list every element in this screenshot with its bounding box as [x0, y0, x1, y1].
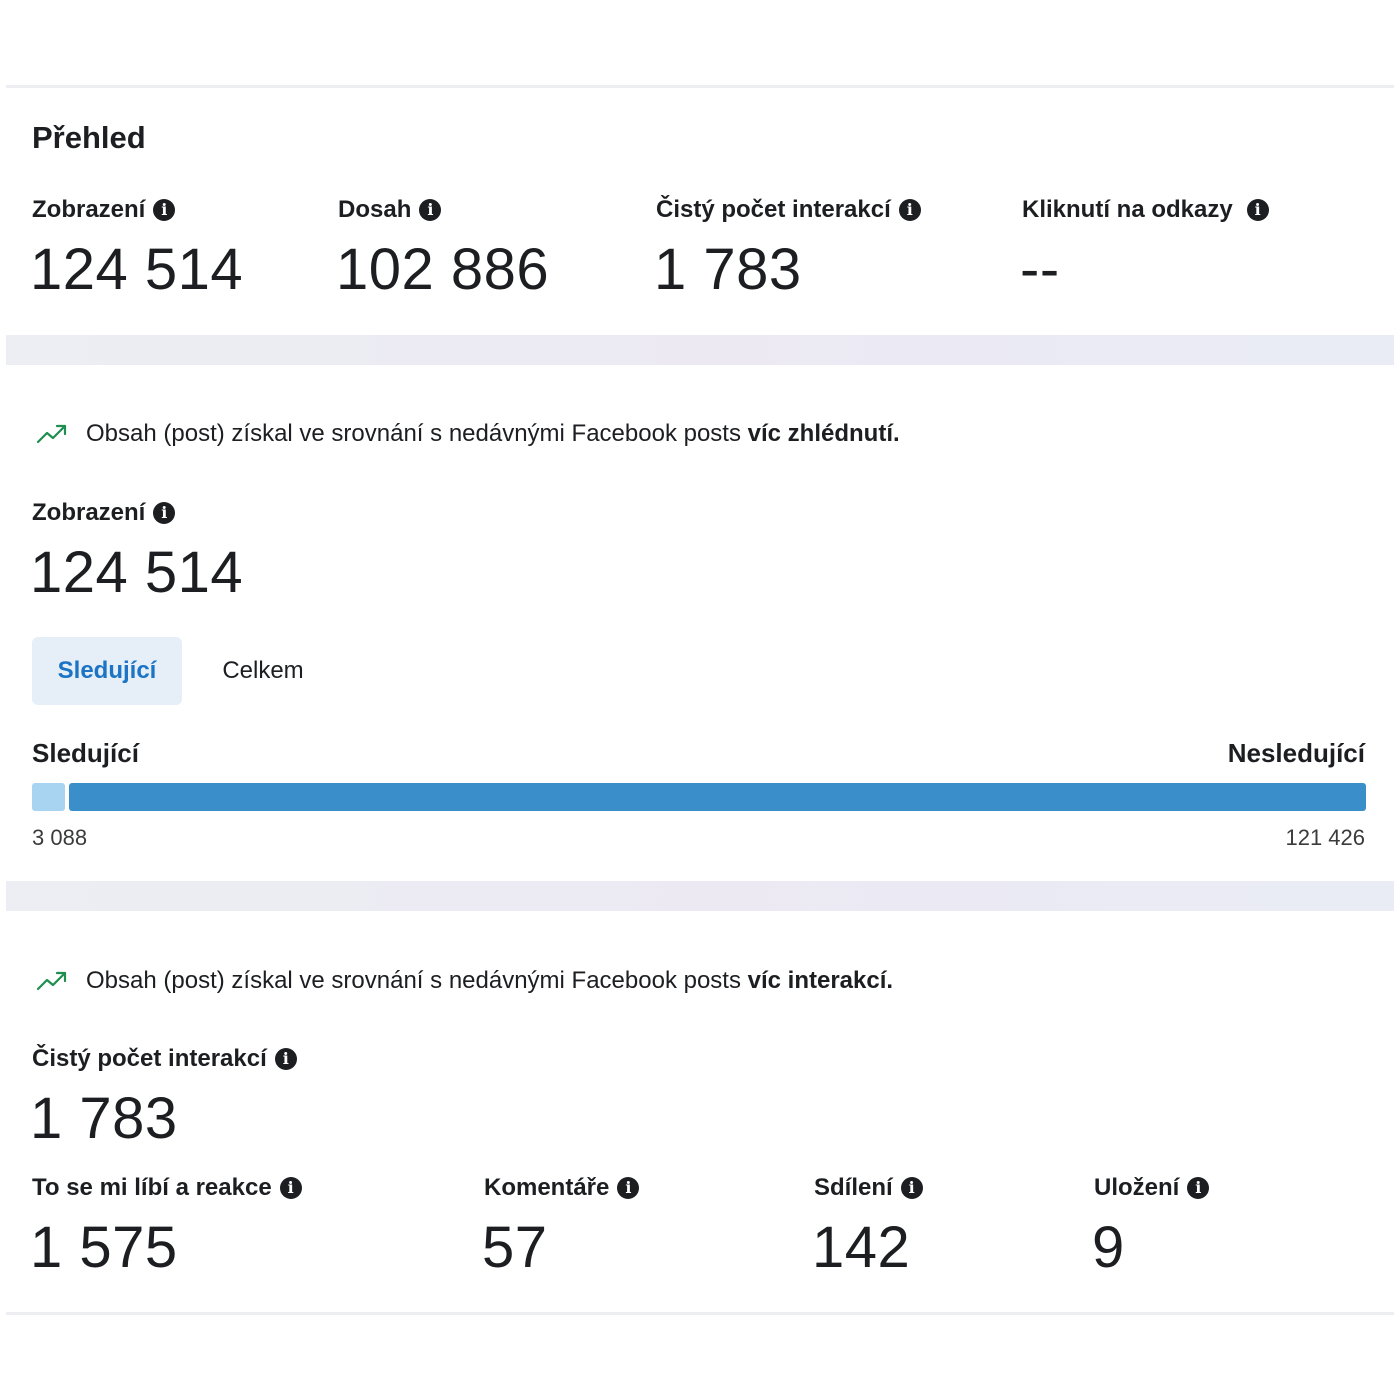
metric-value-net-interactions: 1 783	[654, 237, 802, 302]
interactions-label: Čistý počet interakcí i	[32, 1045, 297, 1073]
info-icon[interactable]: i	[617, 1177, 640, 1199]
bar-right-label: Nesledující	[1227, 738, 1365, 768]
metric-value-saves: 9	[1092, 1215, 1125, 1280]
interactions-value: 1 783	[30, 1086, 178, 1151]
metric-label-reach: Dosah i	[338, 196, 442, 224]
trending-up-icon	[36, 971, 67, 991]
bar-left-label: Sledující	[32, 738, 139, 768]
info-icon[interactable]: i	[419, 199, 442, 221]
metric-value-impressions: 124 514	[30, 237, 244, 302]
views-insight: Obsah (post) získal ve srovnání s nedávn…	[36, 420, 900, 448]
info-icon[interactable]: i	[153, 502, 176, 524]
non-followers-bar-segment	[69, 783, 1366, 811]
tab-total[interactable]: Celkem	[222, 657, 304, 684]
section-divider	[6, 335, 1394, 365]
info-icon[interactable]: i	[274, 1048, 297, 1070]
metric-label-reactions: To se mi líbí a reakce i	[32, 1174, 302, 1202]
views-value: 124 514	[30, 540, 244, 605]
tab-followers[interactable]: Sledující	[32, 637, 182, 705]
metric-label-net-interactions: Čistý počet interakcí i	[656, 196, 921, 224]
info-icon[interactable]: i	[900, 1177, 923, 1199]
metric-value-reactions: 1 575	[30, 1215, 178, 1280]
metric-label-saves: Uložení i	[1094, 1174, 1210, 1202]
metric-value-comments: 57	[482, 1215, 548, 1280]
metric-label-impressions: Zobrazení i	[32, 196, 176, 224]
info-icon[interactable]: i	[1246, 199, 1269, 221]
views-label: Zobrazení i	[32, 499, 176, 527]
info-icon[interactable]: i	[153, 199, 176, 221]
metric-label-link-clicks: Kliknutí na odkazy i	[1022, 196, 1269, 224]
metric-value-reach: 102 886	[336, 237, 550, 302]
page-title: Přehled	[32, 120, 146, 155]
followers-bar-segment	[32, 783, 65, 811]
info-icon[interactable]: i	[279, 1177, 302, 1199]
top-border	[6, 85, 1394, 88]
metric-label-comments: Komentáře i	[484, 1174, 640, 1202]
interactions-insight: Obsah (post) získal ve srovnání s nedávn…	[36, 967, 893, 995]
followers-split-bar	[32, 783, 1366, 811]
info-icon[interactable]: i	[898, 199, 921, 221]
section-divider	[6, 881, 1394, 911]
bottom-border	[6, 1312, 1394, 1315]
trending-up-icon	[36, 424, 67, 444]
metric-value-link-clicks: --	[1020, 237, 1060, 302]
metric-value-shares: 142	[812, 1215, 911, 1280]
info-icon[interactable]: i	[1187, 1177, 1210, 1199]
non-followers-count: 121 426	[1285, 825, 1365, 850]
followers-count: 3 088	[32, 825, 88, 850]
metric-label-shares: Sdílení i	[814, 1174, 923, 1202]
